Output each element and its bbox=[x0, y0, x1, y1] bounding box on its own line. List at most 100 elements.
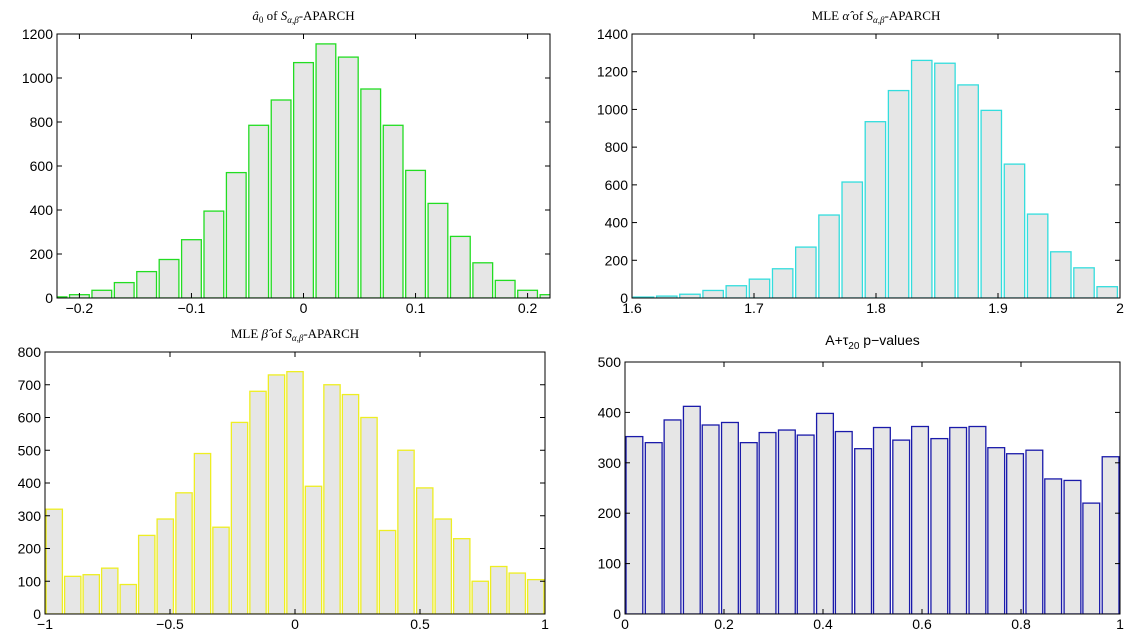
bar bbox=[508, 572, 527, 614]
bar bbox=[980, 109, 1003, 298]
bar bbox=[137, 534, 156, 614]
bar bbox=[249, 390, 267, 614]
bar bbox=[427, 202, 449, 298]
bar bbox=[1044, 478, 1063, 614]
y-tick-label: 700 bbox=[18, 377, 42, 393]
y-tick-label: 0 bbox=[613, 606, 621, 622]
bar bbox=[304, 485, 323, 614]
bar bbox=[739, 441, 758, 614]
bar bbox=[225, 171, 247, 298]
y-tick-label: 600 bbox=[30, 158, 54, 174]
bar bbox=[63, 575, 82, 614]
x-tick-label: 1 bbox=[1116, 616, 1124, 632]
bar bbox=[1063, 479, 1082, 614]
bar bbox=[119, 583, 138, 614]
y-tick-label: 400 bbox=[605, 215, 629, 231]
bar bbox=[360, 88, 382, 298]
y-tick-label: 800 bbox=[18, 344, 42, 360]
bar bbox=[472, 262, 494, 298]
bar bbox=[1082, 502, 1101, 614]
bar bbox=[930, 437, 949, 614]
y-tick-label: 300 bbox=[598, 455, 622, 471]
bar bbox=[758, 431, 777, 614]
bar bbox=[1006, 453, 1025, 614]
histogram-a0: −0.2 −0.1 0 0.1 0.2 0 200 400 600 800 1000 1200 â0 o… bbox=[22, 8, 551, 316]
x-tick-label: 0.2 bbox=[518, 300, 538, 316]
bar bbox=[397, 449, 415, 614]
x-tick-label: 1.7 bbox=[744, 300, 764, 316]
bar bbox=[1026, 213, 1049, 298]
bar bbox=[795, 246, 817, 298]
bar bbox=[720, 421, 739, 614]
bar bbox=[546, 509, 562, 614]
bar bbox=[864, 121, 887, 298]
bar bbox=[203, 210, 225, 298]
bar bbox=[382, 124, 404, 298]
y-tick-label: 200 bbox=[30, 246, 54, 262]
bar bbox=[341, 393, 360, 614]
x-tick-label: 2 bbox=[1116, 300, 1124, 316]
bar bbox=[725, 285, 748, 298]
bar bbox=[1121, 402, 1126, 614]
bar bbox=[180, 239, 202, 298]
y-tick-label: 800 bbox=[30, 114, 54, 130]
bars bbox=[57, 43, 550, 298]
y-tick-label: 200 bbox=[605, 252, 629, 268]
y-tick-label: 1200 bbox=[597, 64, 628, 80]
bar bbox=[360, 416, 378, 614]
histogram-alpha: 1.6 1.7 1.8 1.9 2 0 200 400 600 800 1000 1200 1400 ML… bbox=[597, 8, 1124, 316]
y-tick-label: 600 bbox=[605, 177, 629, 193]
bar bbox=[292, 61, 315, 298]
x-tick-label: 0.1 bbox=[406, 300, 426, 316]
bar bbox=[471, 580, 490, 614]
bar bbox=[1049, 251, 1072, 298]
bar bbox=[248, 124, 270, 298]
x-tick-label: 1.9 bbox=[988, 300, 1008, 316]
bar bbox=[682, 405, 701, 614]
y-tick-label: 100 bbox=[18, 573, 42, 589]
histogram-pvalues: 0 0.2 0.4 0.6 0.8 1 0 100 200 300 400 500 A+τ20 p−va… bbox=[598, 332, 1126, 632]
bar bbox=[113, 281, 135, 298]
bars bbox=[625, 402, 1126, 614]
x-tick-label: 1.6 bbox=[622, 300, 642, 316]
y-tick-label: 0 bbox=[45, 290, 53, 306]
bar bbox=[968, 425, 987, 614]
bar bbox=[777, 429, 796, 614]
x-tick-label: 0.6 bbox=[912, 616, 932, 632]
y-tick-label: 300 bbox=[18, 508, 42, 524]
bar bbox=[625, 435, 644, 614]
bar bbox=[315, 43, 337, 298]
bar bbox=[539, 294, 550, 298]
y-tick-label: 400 bbox=[598, 404, 622, 420]
bar bbox=[175, 492, 193, 614]
bar bbox=[270, 99, 292, 298]
bar bbox=[378, 529, 397, 614]
bar bbox=[193, 452, 212, 614]
chart-title: MLE α̂ of Sα,β-APARCH bbox=[812, 8, 941, 25]
bar bbox=[771, 268, 794, 298]
x-tick-label: −1 bbox=[37, 616, 53, 632]
bar bbox=[1073, 267, 1095, 298]
bar bbox=[449, 235, 471, 298]
bar bbox=[489, 565, 508, 614]
bar bbox=[323, 384, 341, 614]
y-tick-label: 600 bbox=[18, 410, 42, 426]
bar bbox=[526, 578, 545, 614]
y-tick-label: 1000 bbox=[22, 70, 53, 86]
bar bbox=[949, 426, 968, 614]
bar bbox=[872, 426, 891, 614]
bar bbox=[405, 169, 427, 298]
x-tick-label: 0 bbox=[300, 300, 308, 316]
x-tick-label: −0.1 bbox=[178, 300, 206, 316]
bar bbox=[337, 56, 359, 298]
y-tick-label: 0 bbox=[33, 606, 41, 622]
bar bbox=[834, 430, 853, 614]
bar bbox=[663, 419, 682, 614]
y-tick-label: 400 bbox=[18, 475, 42, 491]
y-tick-label: 1000 bbox=[597, 101, 628, 117]
bar bbox=[415, 487, 434, 614]
bar bbox=[934, 62, 956, 298]
y-tick-label: 1400 bbox=[597, 26, 628, 42]
y-tick-label: 200 bbox=[598, 505, 622, 521]
bar bbox=[212, 526, 230, 614]
